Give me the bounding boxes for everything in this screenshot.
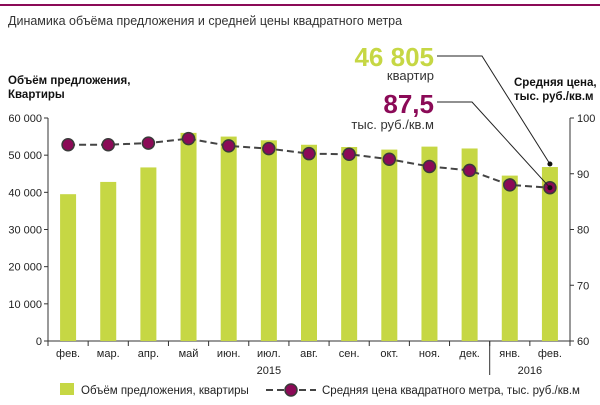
right-tick-label: 90 [577,169,589,181]
bar [260,140,277,341]
callout-volume-leader [437,55,551,165]
right-axis-label-line1: Средняя цена, [514,77,597,89]
x-tick-label: ноя. [419,348,440,360]
price-marker [101,138,115,152]
left-tick-label: 60 000 [8,113,42,125]
x-tick-label: фев. [56,348,80,360]
left-tick-label: 10 000 [8,299,42,311]
price-marker [141,136,156,150]
legend-bar-label: Объём предложения, квартиры [81,385,249,397]
right-tick-label: 80 [577,225,589,237]
price-marker [422,159,437,174]
right-axis-label-line2: тыс. руб./кв.м [514,91,594,103]
price-marker [342,147,356,161]
left-tick-label: 0 [36,336,42,348]
price-marker [503,178,517,192]
top-accent-line [0,4,600,6]
x-tick-label: дек. [459,348,479,360]
bar [60,194,77,341]
x-tick-label: сен. [339,348,360,360]
bar [100,181,117,341]
x-tick-label: окт. [380,348,398,360]
price-marker [221,139,236,153]
price-marker [462,163,477,178]
bar [140,167,157,341]
bar [421,146,438,341]
left-tick-label: 20 000 [8,262,42,274]
bar [341,146,358,341]
bar [541,167,558,341]
left-tick-label: 40 000 [8,187,42,199]
left-tick-label: 50 000 [8,150,42,162]
year-label: 2016 [518,365,542,377]
left-axis-label: Объём предложения, Квартиры [8,74,130,102]
legend-bar-swatch [60,383,74,395]
bar [381,149,398,341]
left-tick-label: 30 000 [8,225,42,237]
x-tick-label: фев. [538,348,562,360]
x-tick-label: июн. [217,348,241,360]
legend-line-marker [284,383,298,397]
right-axis-label: Средняя цена, тыс. руб./кв.м [514,76,597,104]
price-marker [181,131,196,146]
bar [180,132,197,341]
x-tick-label: июл. [257,348,281,360]
left-axis-label-line1: Объём предложения, [8,75,131,87]
x-tick-label: мар. [97,348,120,360]
x-tick-label: авг. [300,348,318,360]
right-tick-label: 100 [577,113,595,125]
bar [301,144,317,341]
chart-title: Динамика объёма предложения и средней це… [8,14,403,28]
callout-price-unit: тыс. руб./кв.м [351,117,434,132]
legend-line-label: Средняя цена квадратного метра, тыс. руб… [322,385,580,397]
callout-volume-value: 46 805 [354,42,434,72]
callout-price-dot [547,185,553,191]
bar [501,175,518,341]
right-tick-label: 60 [577,336,589,348]
x-tick-label: май [179,348,199,360]
callout-volume-unit: квартир [387,68,434,83]
bar [220,136,237,341]
callout-price-value: 87,5 [383,89,434,119]
x-tick-label: апр. [138,348,159,360]
price-marker [262,141,276,156]
price-marker [302,146,316,161]
bar [461,148,478,341]
year-label: 2015 [257,365,281,377]
left-axis-label-line2: Квартиры [8,89,65,101]
right-tick-label: 70 [577,280,589,292]
price-marker [61,138,75,152]
x-tick-label: янв. [499,348,520,360]
price-marker [382,152,397,167]
callout-price-leader [437,101,551,189]
callout-volume-dot [547,161,553,167]
